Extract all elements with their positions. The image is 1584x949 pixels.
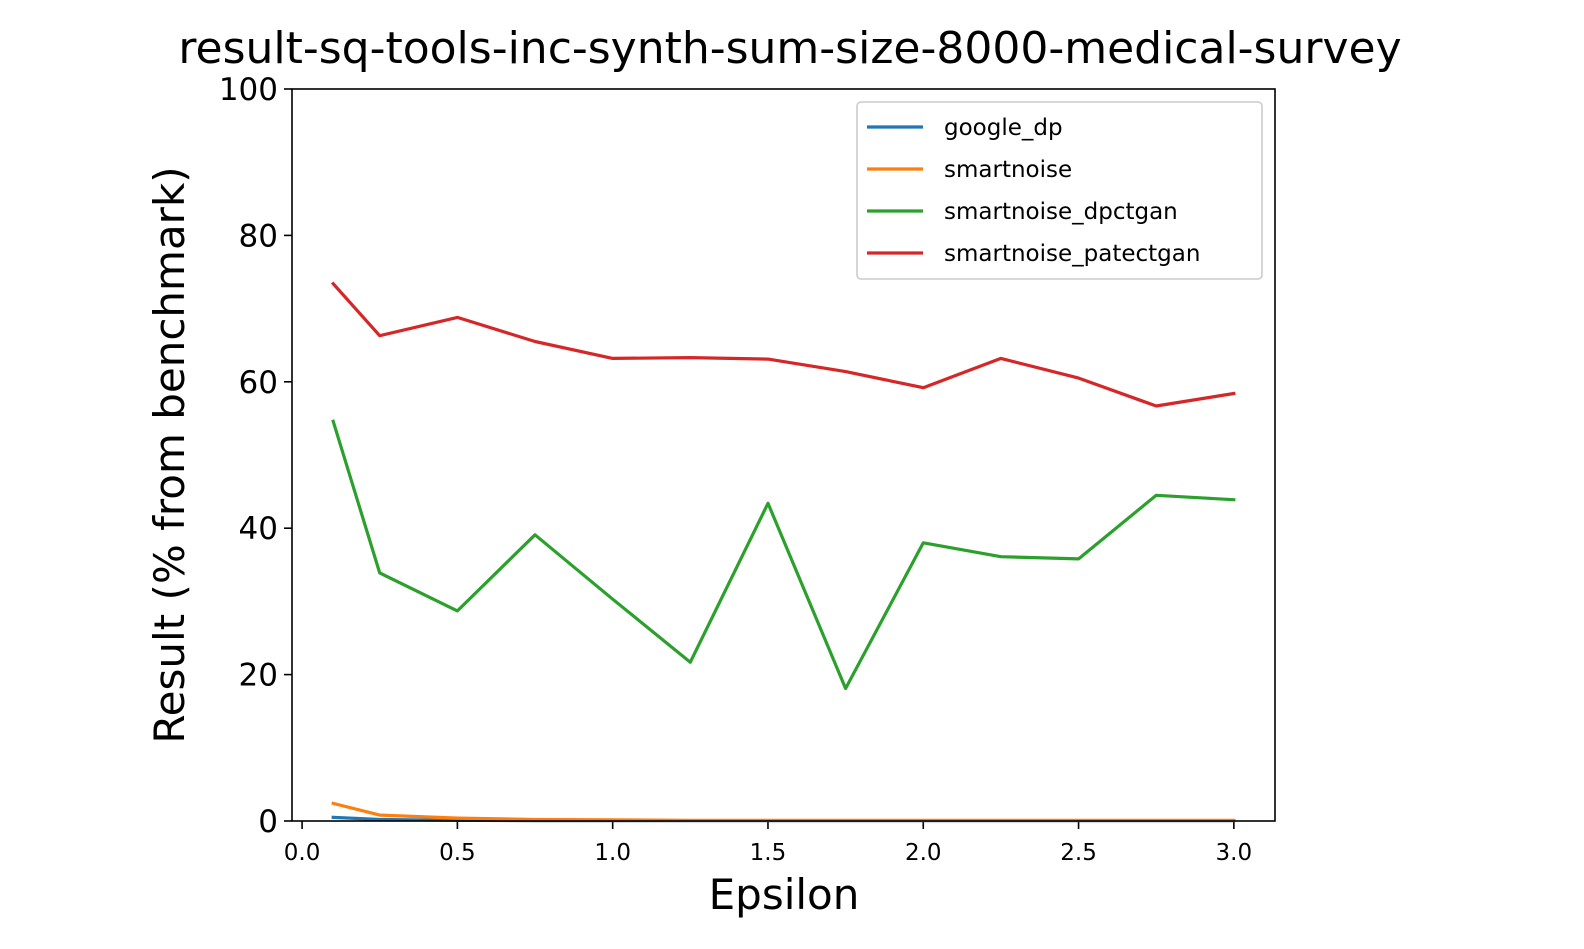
x-axis-label: Epsilon xyxy=(709,870,860,919)
legend: google_dp smartnoise smartnoise_dpctgansma… xyxy=(856,101,1263,280)
legend-label: smartnoise_dpctgan xyxy=(944,199,1178,225)
legend-label: smartnoise_patectgan xyxy=(944,241,1200,267)
y-tick-label: 100 xyxy=(219,72,278,108)
y-axis-label: Result (% from benchmark) xyxy=(145,166,194,743)
y-tick-label: 60 xyxy=(239,365,278,401)
chart-title: result-sq-tools-inc-synth-sum-size-8000-… xyxy=(178,23,1401,74)
y-tick-label: 80 xyxy=(239,218,278,254)
y-tick-label: 0 xyxy=(258,804,278,840)
x-tick-label: 1.5 xyxy=(750,840,787,866)
x-tick-label: 0.0 xyxy=(284,840,321,866)
series-lines xyxy=(330,281,1236,823)
y-tick-label: 40 xyxy=(239,511,278,547)
y-axis: 0 20 40 60 80 100 xyxy=(219,72,292,840)
x-tick-label: 1.0 xyxy=(594,840,631,866)
y-tick-label: 20 xyxy=(239,658,278,694)
legend-box xyxy=(856,101,1263,280)
x-axis: 0.0 0.5 1.0 1.5 2.0 2.5 3.0 xyxy=(284,821,1252,866)
series-line-smartnoise-dpctgan xyxy=(331,419,1236,691)
legend-label: google_dp xyxy=(944,115,1063,141)
x-tick-label: 2.0 xyxy=(905,840,942,866)
plot-frame xyxy=(291,88,1276,822)
x-tick-label: 2.5 xyxy=(1060,840,1097,866)
x-tick-label: 3.0 xyxy=(1216,840,1253,866)
x-tick-label: 0.5 xyxy=(439,840,476,866)
legend-label: smartnoise xyxy=(944,157,1072,183)
series-line-smartnoise xyxy=(331,801,1236,822)
series-line-smartnoise-patectgan xyxy=(330,281,1236,408)
